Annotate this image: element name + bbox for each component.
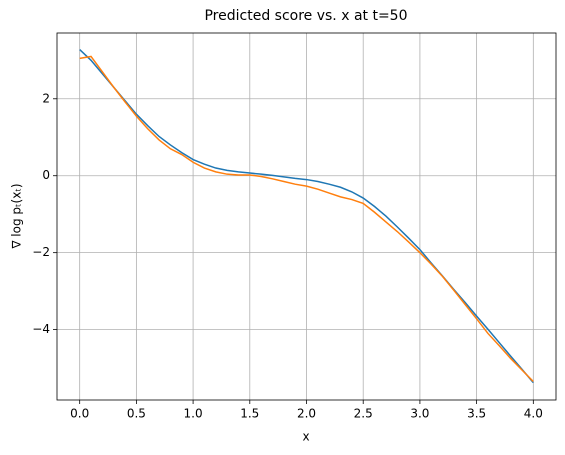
x-tick-label: 2.0 bbox=[297, 407, 316, 421]
chart-title: Predicted score vs. x at t=50 bbox=[204, 8, 407, 24]
x-tick-label: 2.5 bbox=[354, 407, 373, 421]
x-tick-label: 1.0 bbox=[184, 407, 203, 421]
x-tick-label: 0.0 bbox=[70, 407, 89, 421]
y-tick-label: −2 bbox=[32, 245, 50, 259]
plot-frame bbox=[56, 32, 557, 401]
y-tick-label: −4 bbox=[32, 322, 50, 336]
x-tick-label: 1.5 bbox=[240, 407, 259, 421]
y-tick-label: 2 bbox=[42, 91, 50, 105]
x-tick-label: 3.0 bbox=[410, 407, 429, 421]
x-axis-label: x bbox=[302, 430, 309, 444]
x-tick-label: 4.0 bbox=[524, 407, 543, 421]
x-tick-label: 3.5 bbox=[467, 407, 486, 421]
y-axis-label: ∇ log pₜ(xₜ) bbox=[10, 183, 24, 249]
x-tick-label: 0.5 bbox=[127, 407, 146, 421]
y-tick-label: 0 bbox=[42, 168, 50, 182]
series-line bbox=[79, 55, 534, 383]
